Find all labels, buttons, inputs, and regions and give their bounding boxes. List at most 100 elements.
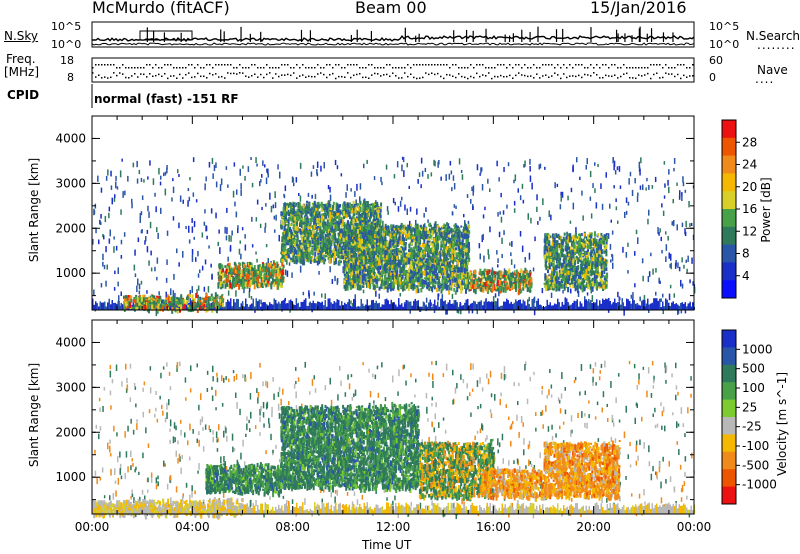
power-patch-cell (221, 298, 224, 302)
power-cell (314, 193, 317, 200)
power-patch-cell (151, 294, 154, 299)
nave-dot (548, 76, 550, 79)
power-cell (665, 244, 668, 251)
power-ground-cell (560, 306, 562, 310)
nave-dot (689, 75, 691, 77)
power-cell (501, 237, 503, 245)
power-ground-cell (554, 303, 556, 310)
power-ground-cell (122, 304, 124, 310)
nave-dot (650, 77, 652, 80)
nave-dot (107, 77, 109, 79)
power-ground-cell (591, 303, 593, 310)
power-cell (298, 193, 300, 197)
nave-dot (290, 74, 292, 77)
power-patch-cell (311, 206, 314, 210)
nave-dot (323, 73, 325, 76)
power-patch-cell (131, 306, 134, 310)
power-patch-cell (300, 220, 303, 226)
power-ground-cell (527, 299, 529, 310)
power-ground-cell (653, 304, 655, 310)
power-patch-cell (226, 281, 229, 287)
power-patch-cell (238, 270, 241, 275)
freq-frame (91, 57, 695, 83)
nave-dot (167, 77, 169, 80)
power-patch-cell (311, 249, 314, 255)
nave-dot (674, 75, 676, 78)
nave-dot (503, 75, 505, 78)
power-cell (681, 194, 683, 202)
power-patch-cell (303, 222, 306, 225)
power-ground-cell (651, 302, 653, 310)
power-cell (401, 196, 403, 201)
power-cell (206, 235, 208, 240)
power-patch-cell (267, 283, 270, 287)
power-patch-cell (290, 233, 293, 238)
power-cell (662, 210, 665, 216)
power-ground-cell (281, 301, 283, 310)
power-patch-cell (256, 273, 259, 277)
power-patch-cell (353, 203, 356, 207)
freq-dot (608, 67, 610, 69)
power-cell (641, 258, 644, 264)
power-patch-cell (245, 279, 248, 282)
freq-dot (137, 67, 139, 69)
power-ground-cell (369, 304, 371, 310)
power-cell (648, 309, 650, 314)
power-ground-cell (327, 298, 329, 310)
power-ground-cell (278, 301, 280, 310)
power-patch-cell (315, 260, 318, 263)
power-ground-cell (629, 301, 631, 310)
power-cell (619, 185, 622, 189)
power-patch-cell (330, 220, 333, 227)
power-cell (631, 189, 634, 197)
power-ground-cell (113, 302, 115, 310)
power-ground-cell (615, 302, 617, 310)
nave-dot (257, 76, 259, 78)
power-cell (211, 274, 213, 280)
power-cell (386, 206, 389, 212)
power-cell (195, 199, 198, 203)
power-patch-cell (370, 212, 373, 217)
nave-dot (563, 73, 565, 75)
power-patch-cell (288, 233, 291, 239)
power-cell (284, 269, 287, 276)
power-patch-cell (307, 237, 310, 243)
power-cell (437, 293, 440, 297)
power-ground-cell (362, 303, 364, 310)
power-cell (588, 299, 590, 305)
power-patch-cell (171, 298, 174, 303)
power-ground-cell (542, 306, 544, 310)
power-patch-cell (333, 241, 336, 246)
power-patch-cell (225, 268, 228, 274)
power-cell (451, 293, 454, 299)
power-cell (660, 298, 662, 302)
power-cell (650, 252, 652, 257)
power-cell (251, 182, 254, 188)
power-patch-cell (298, 239, 301, 244)
power-cell (433, 308, 436, 313)
power-cell (312, 165, 315, 169)
power-ground-cell (515, 299, 517, 310)
power-cell (605, 172, 607, 178)
power-cell (158, 291, 160, 296)
power-cell (625, 252, 628, 258)
power-ground-cell (533, 298, 535, 310)
freq-dot (290, 67, 292, 69)
power-cell (668, 186, 670, 194)
power-patch-cell (142, 301, 145, 305)
power-ground-cell (234, 302, 236, 310)
power-patch-cell (222, 272, 225, 278)
power-cell (176, 248, 178, 254)
power-ground-cell (692, 302, 694, 310)
power-ground-cell (354, 299, 356, 310)
power-patch-cell (174, 308, 177, 313)
power-cell (102, 253, 104, 261)
station-title: McMurdo (fitACF) (92, 0, 230, 17)
power-patch-cell (236, 276, 239, 282)
power-ground-cell (99, 301, 101, 310)
power-patch-cell (308, 248, 311, 252)
nave-dot (203, 75, 205, 78)
freq-dot (320, 67, 322, 69)
power-patch-cell (243, 271, 246, 277)
power-cell (586, 292, 589, 296)
